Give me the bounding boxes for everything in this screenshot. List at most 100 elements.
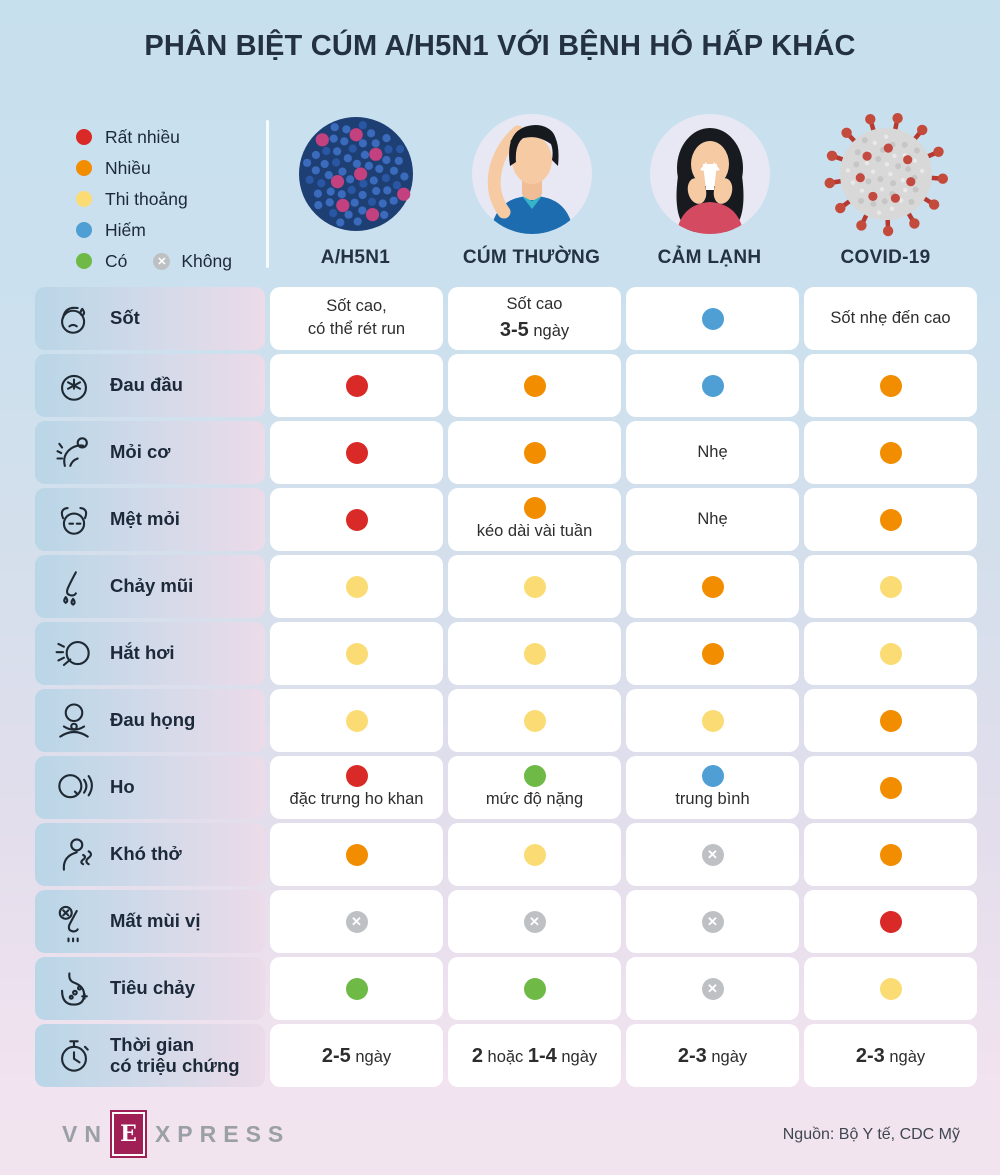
cell-text-segment: 2-3 [677, 1044, 707, 1067]
cell-cam-lanh [626, 287, 799, 350]
frequency-dot-co [345, 977, 368, 1000]
frequency-dot-co [523, 977, 546, 1000]
cell-text-segment: ngày [528, 321, 570, 340]
legend: Rất nhiều Nhiều Thi thoảng Hiếm Có ✕ Không [76, 127, 232, 283]
frequency-dot-nhieu [523, 374, 546, 397]
cell-text: có thể rét run [308, 320, 405, 340]
frequency-dot-rat-nhieu [345, 765, 368, 788]
cell-covid19 [804, 421, 977, 484]
table-row: Thời gian có triệu chứng 2-5 ngày 2 hoặc 1… [35, 1024, 977, 1087]
cell-text-segment: mức độ nặng [485, 790, 584, 809]
symptom-table: Sốt Sốt cao, có thể rét run Sốt cao 3-5 ngày… [35, 287, 977, 1087]
row-label: Mệt mỏi [110, 508, 180, 530]
cell-text-segment: đặc trưng ho khan [289, 790, 424, 809]
row-label: Khó thở [110, 843, 182, 865]
cold-woman-avatar [623, 104, 796, 244]
row-label: Sốt [110, 307, 140, 329]
runny-nose-icon [51, 564, 97, 610]
table-row: Sốt Sốt cao, có thể rét run Sốt cao 3-5 ngày… [35, 287, 977, 350]
table-row: Hắt hơi [35, 622, 977, 685]
row-label-card: Mệt mỏi [35, 488, 265, 551]
none-icon: ✕ [523, 910, 546, 933]
row-label-card: Tiêu chảy [35, 957, 265, 1020]
frequency-dot-nhieu [879, 441, 902, 464]
row-label-card: Thời gian có triệu chứng [35, 1024, 265, 1087]
legend-item: Rất nhiều [76, 127, 232, 147]
headache-icon [51, 363, 97, 409]
diarrhea-icon [51, 966, 97, 1012]
cell-text: mức độ nặng [486, 790, 583, 810]
legend-label: Thi thoảng [105, 188, 188, 209]
row-label-card: Mất mùi vị [35, 890, 265, 953]
cell-cum-thuong: 2 hoặc 1-4 ngày [448, 1024, 621, 1087]
row-label-card: Đau họng [35, 689, 265, 752]
table-row: Mất mùi vị ✕ ✕ ✕ [35, 890, 977, 953]
fatigue-icon [51, 497, 97, 543]
cell-cum-thuong [448, 421, 621, 484]
cell-text: Sốt cao [507, 295, 563, 315]
legend-dot-hiem [76, 222, 92, 238]
cell-text: 3-5 ngày [500, 318, 569, 342]
cell-text-segment: 2-3 [855, 1044, 885, 1067]
row-label: Thời gian có triệu chứng [110, 1033, 240, 1076]
none-icon: ✕ [153, 252, 171, 270]
cell-text: Nhẹ [697, 443, 727, 463]
cell-ah5n1 [270, 957, 443, 1020]
row-label-card: Ho [35, 756, 265, 819]
legend-item: Nhiều [76, 157, 232, 178]
cell-ah5n1 [270, 555, 443, 618]
cell-cum-thuong [448, 354, 621, 417]
logo-text-xpress: XPRESS [154, 1120, 291, 1147]
frequency-dot-nhieu [523, 497, 546, 520]
table-row: Mỏi cơ Nhẹ [35, 421, 977, 484]
row-label: Mất mùi vị [110, 910, 201, 932]
cell-covid19 [804, 957, 977, 1020]
cell-covid19: Sốt nhẹ đến cao [804, 287, 977, 350]
cell-text-segment: kéo dài vài tuần [476, 522, 593, 541]
cell-text-segment: Sốt cao [506, 295, 563, 314]
cell-cam-lanh: ✕ [626, 957, 799, 1020]
frequency-dot-thi-thoang [879, 575, 902, 598]
cell-cum-thuong: mức độ nặng [448, 756, 621, 819]
row-label: Đau đầu [110, 374, 183, 396]
duration-icon [51, 1033, 97, 1079]
row-label-card: Mỏi cơ [35, 421, 265, 484]
cell-cum-thuong: kéo dài vài tuần [448, 488, 621, 551]
legend-label: Nhiều [105, 157, 151, 178]
frequency-dot-rat-nhieu [345, 441, 368, 464]
none-icon: ✕ [701, 910, 724, 933]
cell-text-segment: 3-5 [499, 318, 529, 341]
legend-label: Có [105, 250, 128, 271]
frequency-dot-thi-thoang [523, 709, 546, 732]
covid-virus-image [799, 104, 972, 244]
frequency-dot-thi-thoang [345, 709, 368, 732]
column-label: CÚM THƯỜNG [462, 247, 601, 268]
cell-text: Sốt cao, [326, 297, 387, 317]
column-label: A/H5N1 [320, 247, 391, 268]
column-header-cum-thuong: CÚM THƯỜNG [445, 104, 618, 269]
frequency-dot-co [523, 765, 546, 788]
row-label-card: Hắt hơi [35, 622, 265, 685]
cell-text-segment: Sốt cao, [326, 297, 387, 316]
frequency-dot-rat-nhieu [345, 374, 368, 397]
table-row: Mệt mỏi kéo dài vài tuần Nhẹ [35, 488, 977, 551]
frequency-dot-nhieu [879, 374, 902, 397]
cell-text-segment: Nhẹ [697, 509, 728, 528]
row-label: Mỏi cơ [110, 441, 171, 463]
sore-throat-icon [51, 698, 97, 744]
cell-text-segment: 2-5 [321, 1044, 351, 1067]
column-header-covid19: COVID-19 [799, 104, 972, 269]
cell-ah5n1 [270, 421, 443, 484]
muscle-ache-icon [51, 430, 97, 476]
frequency-dot-nhieu [523, 441, 546, 464]
legend-dot-nhieu [76, 160, 92, 176]
cell-text: 2-3 ngày [856, 1044, 925, 1068]
cell-cum-thuong: Sốt cao 3-5 ngày [448, 287, 621, 350]
legend-label: Hiếm [105, 219, 146, 240]
frequency-dot-hiem [701, 765, 724, 788]
cell-ah5n1 [270, 488, 443, 551]
column-header-cam-lanh: CẢM LẠNH [623, 104, 796, 269]
legend-dot-co [76, 253, 92, 269]
legend-label: Không [181, 250, 232, 271]
